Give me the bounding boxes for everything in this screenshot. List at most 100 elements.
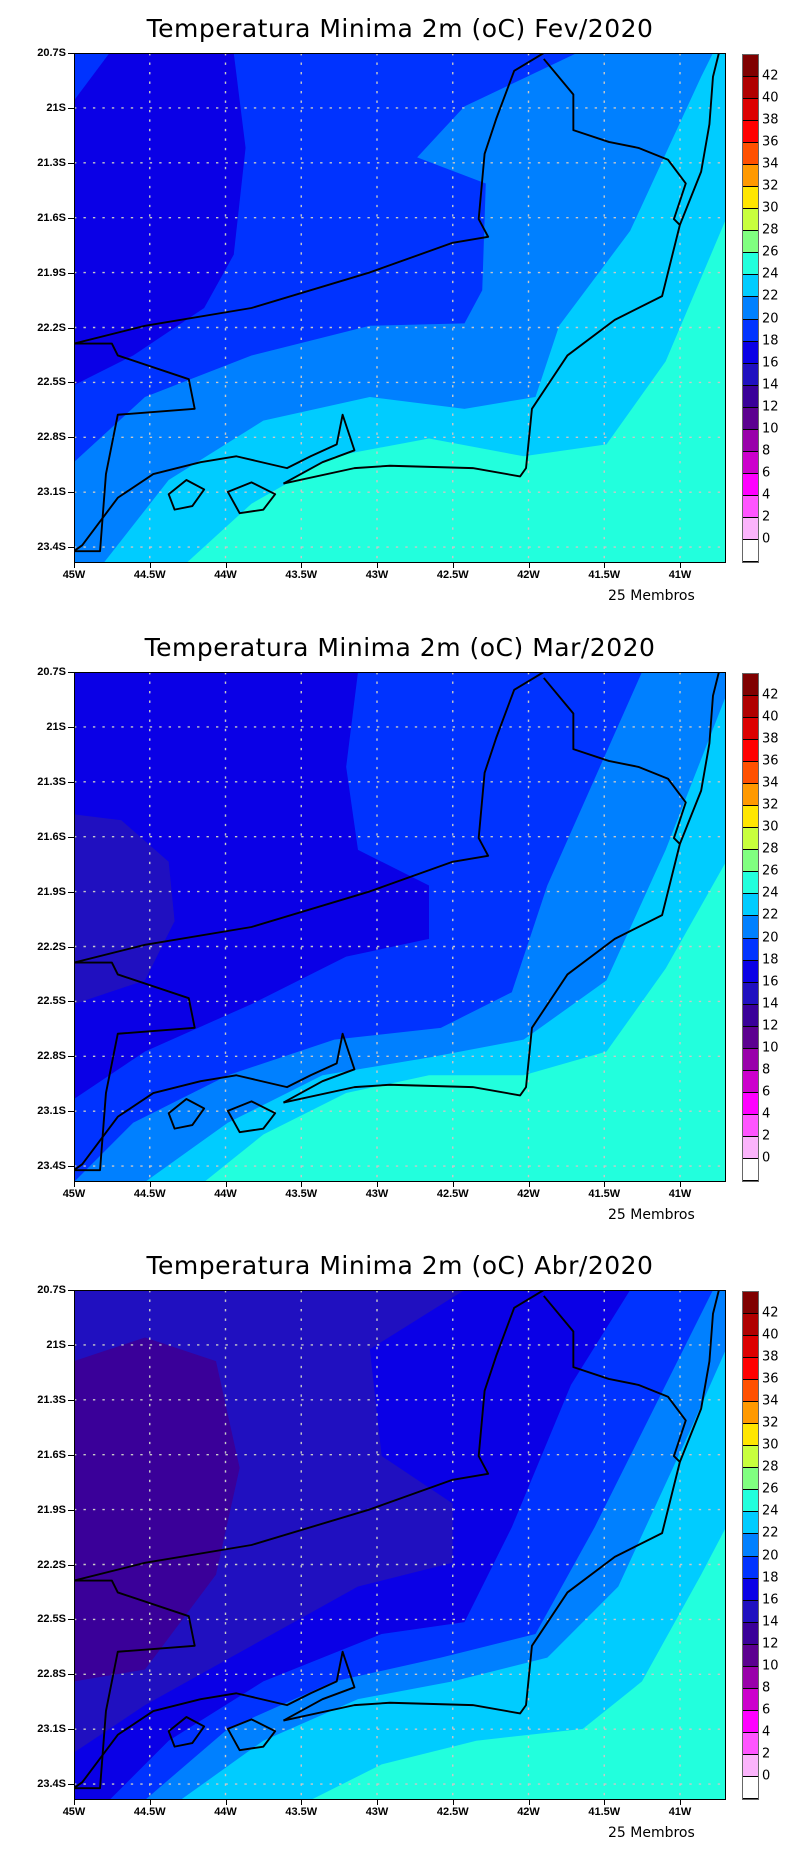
contour-plot [74, 53, 726, 563]
colorbar-swatch [743, 718, 758, 741]
lat-tick [68, 891, 74, 893]
lon-tick-label: 44.5W [133, 1188, 166, 1200]
coastline-border [226, 1718, 277, 1752]
contour-plot [74, 1290, 726, 1800]
lat-tick [68, 272, 74, 274]
lat-tick-label: 21.9S [37, 1503, 66, 1516]
colorbar-label: 20 [762, 930, 779, 946]
colorbar-label: 18 [762, 333, 779, 349]
colorbar-swatch [743, 872, 758, 895]
colorbar-swatch [743, 1556, 758, 1579]
colorbar-label: 4 [762, 1106, 771, 1122]
colorbar-swatch [743, 1490, 758, 1513]
lon-tick-label: 43W [365, 569, 389, 581]
lat-tick-label: 22.2S [37, 940, 66, 953]
lon-tick-label: 43.5W [285, 569, 318, 581]
lat-tick-label: 21.3S [37, 1393, 66, 1406]
lat-tick-label: 21.9S [37, 885, 66, 898]
colorbar-label: 26 [762, 1481, 779, 1497]
coastline-border [283, 1295, 687, 1722]
coastline-border [74, 342, 196, 553]
colorbar-swatch [743, 674, 758, 697]
lat-tick-label: 20.7S [37, 666, 66, 678]
coastline-border [74, 961, 196, 1172]
lon-tick [604, 1800, 606, 1805]
colorbar-swatch [743, 407, 758, 430]
coastline-border [74, 1579, 196, 1790]
lat-tick [68, 1454, 74, 1456]
colorbar-swatch [743, 1732, 758, 1755]
lon-tick-label: 41W [668, 569, 692, 581]
lon-tick [74, 1182, 75, 1187]
lon-tick [377, 563, 378, 568]
coastline-border [167, 479, 206, 511]
lon-tick [604, 563, 606, 568]
colorbar-label: 4 [762, 1724, 771, 1740]
contour-map [74, 672, 726, 1182]
colorbar-label: 18 [762, 952, 779, 968]
lat-tick [68, 492, 74, 494]
colorbar-swatch [743, 1468, 758, 1491]
colorbar-swatch [743, 1314, 758, 1337]
panel-title: Temperatura Minima 2m (oC) Mar/2020 [144, 633, 656, 662]
lon-tick [604, 1182, 606, 1187]
lat-tick [68, 53, 74, 54]
colorbar-label: 32 [762, 1415, 779, 1431]
colorbar-label: 14 [762, 996, 779, 1012]
lat-tick [68, 1564, 74, 1566]
colorbar-label: 30 [762, 200, 779, 216]
colorbar-swatch [743, 231, 758, 254]
colorbar-label: 6 [762, 1702, 771, 1718]
contour-map [74, 53, 726, 563]
colorbar-label: 38 [762, 112, 779, 128]
colorbar-label: 0 [762, 1768, 771, 1784]
lon-tick-label: 43W [365, 1806, 389, 1818]
lat-tick [68, 1399, 74, 1401]
lon-tick [301, 1800, 303, 1805]
colorbar-swatch [743, 982, 758, 1005]
lon-tick [680, 563, 681, 568]
contour-band-22 [180, 1349, 726, 1800]
lon-tick [528, 563, 530, 568]
coastline-border [678, 53, 720, 226]
lon-tick [149, 1800, 151, 1805]
lat-tick [68, 1674, 74, 1676]
lon-tick-label: 42W [517, 1806, 540, 1818]
colorbar-label: 16 [762, 1592, 779, 1608]
colorbar-swatch [743, 517, 758, 540]
colorbar-label: 12 [762, 399, 779, 415]
coastline-border [226, 481, 277, 515]
lat-tick [68, 1619, 74, 1621]
colorbar-label: 26 [762, 244, 779, 260]
lon-tick-label: 43.5W [285, 1806, 318, 1818]
colorbar-swatch [743, 1622, 758, 1645]
lon-tick [452, 1800, 454, 1805]
lat-tick [68, 836, 74, 838]
colorbar-label: 0 [762, 1150, 771, 1166]
colorbar-label: 36 [762, 1371, 779, 1387]
coastline-border [678, 1290, 720, 1463]
colorbar-swatch [743, 495, 758, 518]
colorbar-swatch [743, 1534, 758, 1557]
colorbar-label: 24 [762, 885, 779, 901]
lon-tick [528, 1182, 530, 1187]
colorbar-label: 6 [762, 465, 771, 481]
colorbar-label: 10 [762, 421, 779, 437]
colorbar-label: 22 [762, 907, 779, 923]
lat-tick [68, 781, 74, 783]
lon-tick-label: 44W [214, 569, 237, 581]
colorbar-swatch [743, 696, 758, 719]
colorbar-label: 34 [762, 775, 779, 791]
contour-band-24 [310, 1527, 726, 1800]
lon-tick [452, 1182, 454, 1187]
colorbar-swatch [743, 539, 758, 562]
lat-tick-label: 23.4S [37, 1160, 66, 1173]
colorbar-swatch [743, 916, 758, 939]
colorbar-label: 6 [762, 1084, 771, 1100]
lat-tick-label: 21.3S [37, 775, 66, 788]
colorbar-label: 22 [762, 288, 779, 304]
coastline-border [283, 677, 687, 1104]
colorbar-label: 18 [762, 1570, 779, 1586]
panel-title: Temperatura Minima 2m (oC) Abr/2020 [146, 1251, 654, 1280]
lat-tick [68, 547, 74, 549]
